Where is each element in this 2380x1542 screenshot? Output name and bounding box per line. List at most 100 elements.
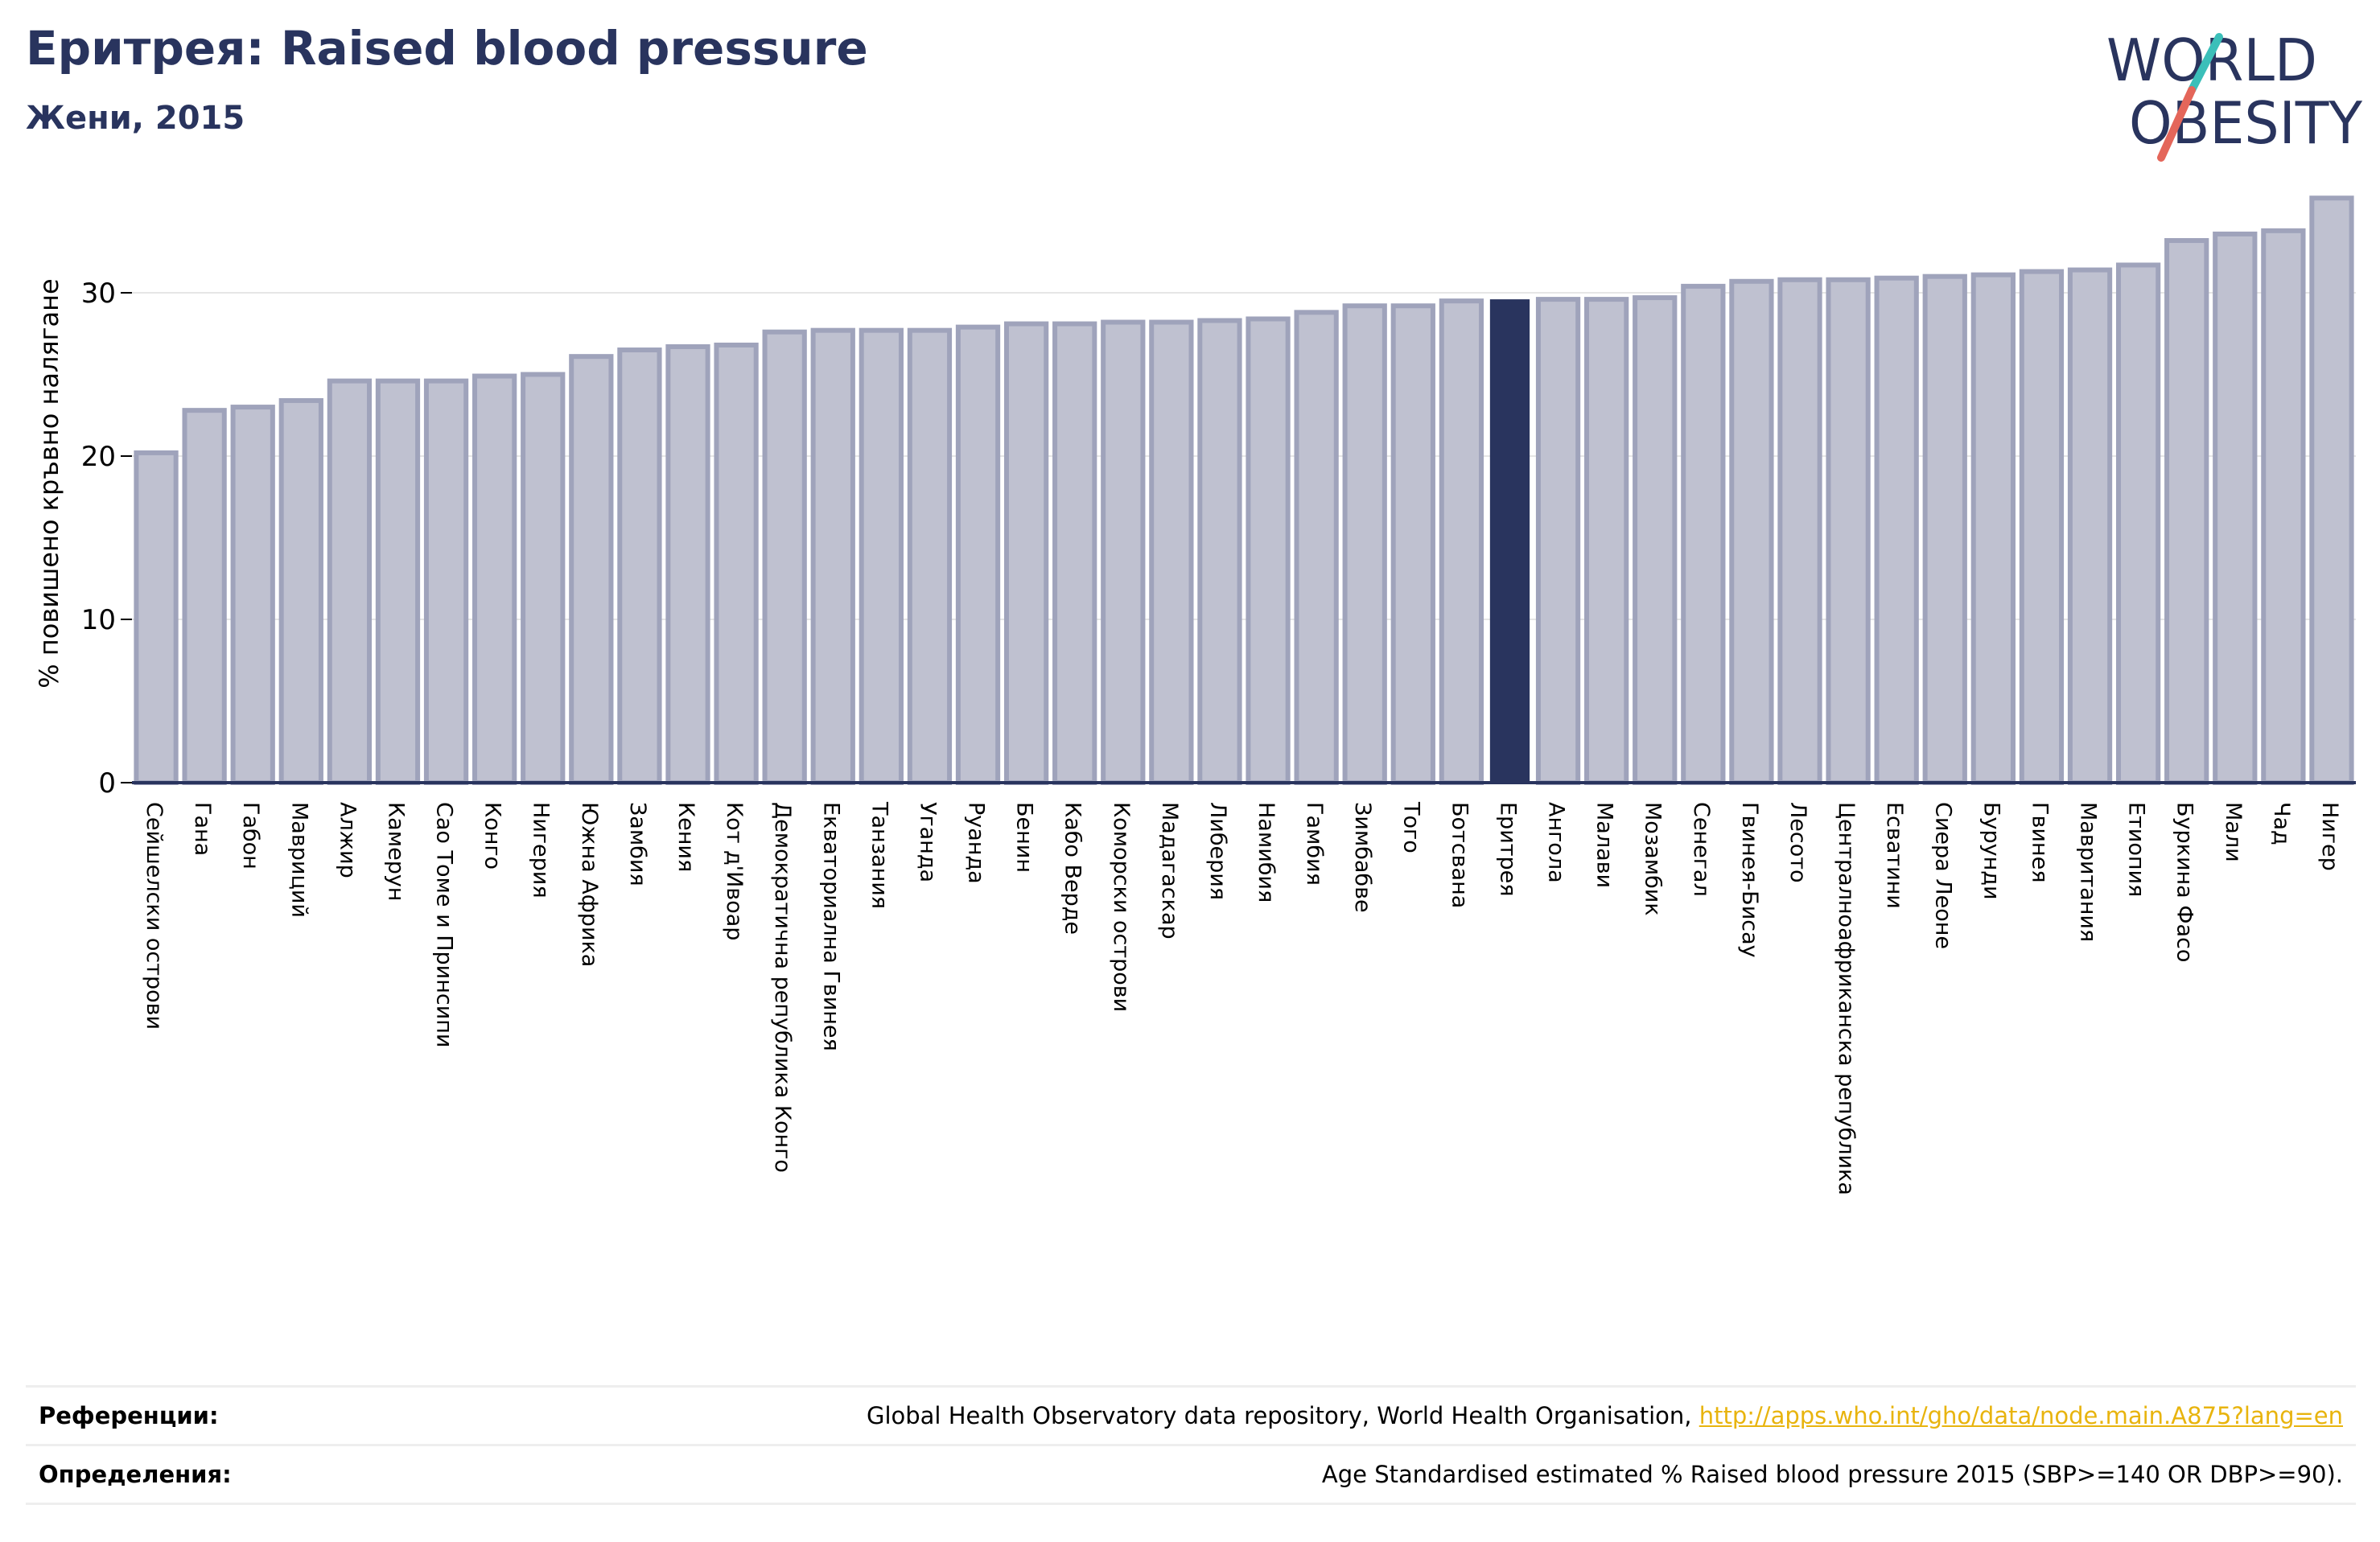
bar: [617, 347, 662, 785]
bar: [1101, 319, 1146, 785]
bar: [1439, 298, 1484, 786]
x-tick-label: Чад: [2269, 802, 2294, 845]
x-tick-label: Централноафриканска република: [1834, 802, 1859, 1195]
x-tick-label: Етиопия: [2124, 802, 2149, 897]
bar: [2261, 228, 2306, 785]
y-tick-label: 30: [81, 278, 116, 310]
bar: [327, 378, 373, 785]
x-tick-label: Сенегал: [1689, 802, 1714, 897]
bar: [1970, 272, 2016, 785]
x-tick-label: Намибия: [1254, 802, 1279, 903]
bar: [1633, 295, 1678, 785]
x-tick-label: Сао Томе и Принсипи: [432, 802, 457, 1047]
bar: [1874, 275, 1919, 785]
bar: [1584, 297, 1629, 785]
y-tick-label: 10: [81, 604, 116, 636]
bar: [1729, 278, 1774, 785]
x-tick-label: Нигер: [2317, 802, 2342, 871]
x-tick-label: Гвинея: [2027, 802, 2052, 882]
x-tick-label: Мавриций: [286, 802, 311, 918]
logo-slash-bottom: [2157, 86, 2196, 162]
x-tick-label: Кабо Верде: [1060, 802, 1085, 935]
bar: [2067, 267, 2113, 785]
bar: [1342, 303, 1387, 785]
y-tick-label: 0: [98, 767, 116, 800]
y-tick-label: 20: [81, 441, 116, 473]
logo-slash-top: [2188, 33, 2223, 94]
bar: [859, 327, 904, 785]
x-tick-label: Мавритания: [2076, 802, 2101, 942]
sources-text: Global Health Observatory data repositor…: [866, 1402, 1692, 1429]
bar-chart: 0 10 20 30 % повишено кръвно налягане Сейшелс…: [34, 195, 2356, 1195]
bar: [423, 378, 469, 785]
bar: [1777, 277, 1822, 785]
bar: [1003, 321, 1049, 786]
x-tick-label: Южна Африка: [577, 802, 602, 967]
x-tick-label: Зимбабве: [1350, 802, 1375, 913]
x-tick-label: Буркина Фасо: [2172, 802, 2197, 962]
bar: [907, 327, 953, 785]
x-tick-label: Кот д'Ивоар: [722, 802, 747, 940]
logo-text-world: WORLD: [2106, 27, 2317, 94]
x-tick-label: Ботсвана: [1447, 802, 1472, 908]
bar: [2213, 231, 2258, 786]
bar: [1246, 316, 1291, 785]
bar: [1390, 303, 1435, 785]
world-obesity-logo: WORLD OBESITY: [2106, 27, 2363, 162]
x-tick-label: Сиера Леоне: [1930, 802, 1955, 949]
x-tick-label: Гана: [190, 802, 215, 856]
bar: [1681, 283, 1726, 785]
definitions-label: Определения:: [39, 1461, 232, 1488]
x-tick-label: Коморски острови: [1109, 802, 1134, 1012]
bar: [1826, 277, 1871, 785]
bar: [182, 408, 227, 785]
y-axis-label: % повишено кръвно налягане: [34, 278, 64, 688]
bar: [472, 373, 517, 785]
x-tick-label: Руанда: [964, 802, 989, 884]
bar: [810, 327, 855, 785]
x-tick-label: Замбия: [625, 802, 650, 886]
bar: [569, 354, 614, 785]
bar: [2309, 195, 2354, 786]
x-tick-label: Алжир: [335, 802, 360, 878]
chart-subtitle: Жени, 2015: [26, 100, 245, 137]
x-tick-label: Бурунди: [1979, 802, 2003, 900]
bar: [375, 378, 421, 785]
bar: [714, 342, 759, 785]
sources-link[interactable]: http://apps.who.int/gho/data/node.main.A…: [1699, 1402, 2343, 1429]
bar: [1197, 318, 1242, 786]
x-tick-label: Гвинея-Бисау: [1737, 802, 1762, 958]
x-tick-label: Габон: [238, 802, 263, 870]
bar: [665, 343, 710, 785]
sources-value: Global Health Observatory data repositor…: [867, 1388, 2343, 1444]
bar: [2115, 262, 2161, 786]
bar: [2164, 238, 2209, 785]
x-tick-label: Того: [1398, 801, 1423, 853]
x-tick-label: Бенин: [1012, 802, 1037, 873]
x-tick-label: Демократична република Конго: [770, 802, 795, 1173]
x-tick-label: Сейшелски острови: [142, 802, 167, 1030]
bar: [1294, 310, 1339, 786]
x-tick-label: Екваториална Гвинея: [818, 802, 843, 1051]
x-tick-label: Еритрея: [1495, 802, 1520, 896]
x-tick-label: Малави: [1592, 802, 1617, 888]
x-tick-label: Камерун: [383, 802, 408, 901]
bar: [1535, 297, 1581, 785]
x-tick-label: Есватини: [1882, 802, 1907, 909]
bar: [1922, 273, 1967, 786]
x-tick-label: Мозамбик: [1641, 802, 1666, 916]
x-tick-label: Танзания: [867, 801, 891, 909]
x-tick-label: Либерия: [1205, 802, 1230, 900]
sources-row: Референции: Global Health Observatory da…: [26, 1385, 2356, 1444]
x-tick-label: Нигерия: [529, 802, 554, 898]
bar: [521, 372, 566, 785]
bar: [278, 397, 323, 785]
bar: [230, 405, 275, 785]
bar: [955, 324, 1001, 785]
sources-label: Референции:: [39, 1402, 219, 1429]
bar: [1052, 321, 1097, 786]
x-tick-label: Ангола: [1544, 802, 1569, 883]
x-tick-label: Конго: [480, 802, 505, 870]
bar: [1149, 319, 1194, 785]
x-tick-label: Мадагаскар: [1157, 802, 1182, 940]
